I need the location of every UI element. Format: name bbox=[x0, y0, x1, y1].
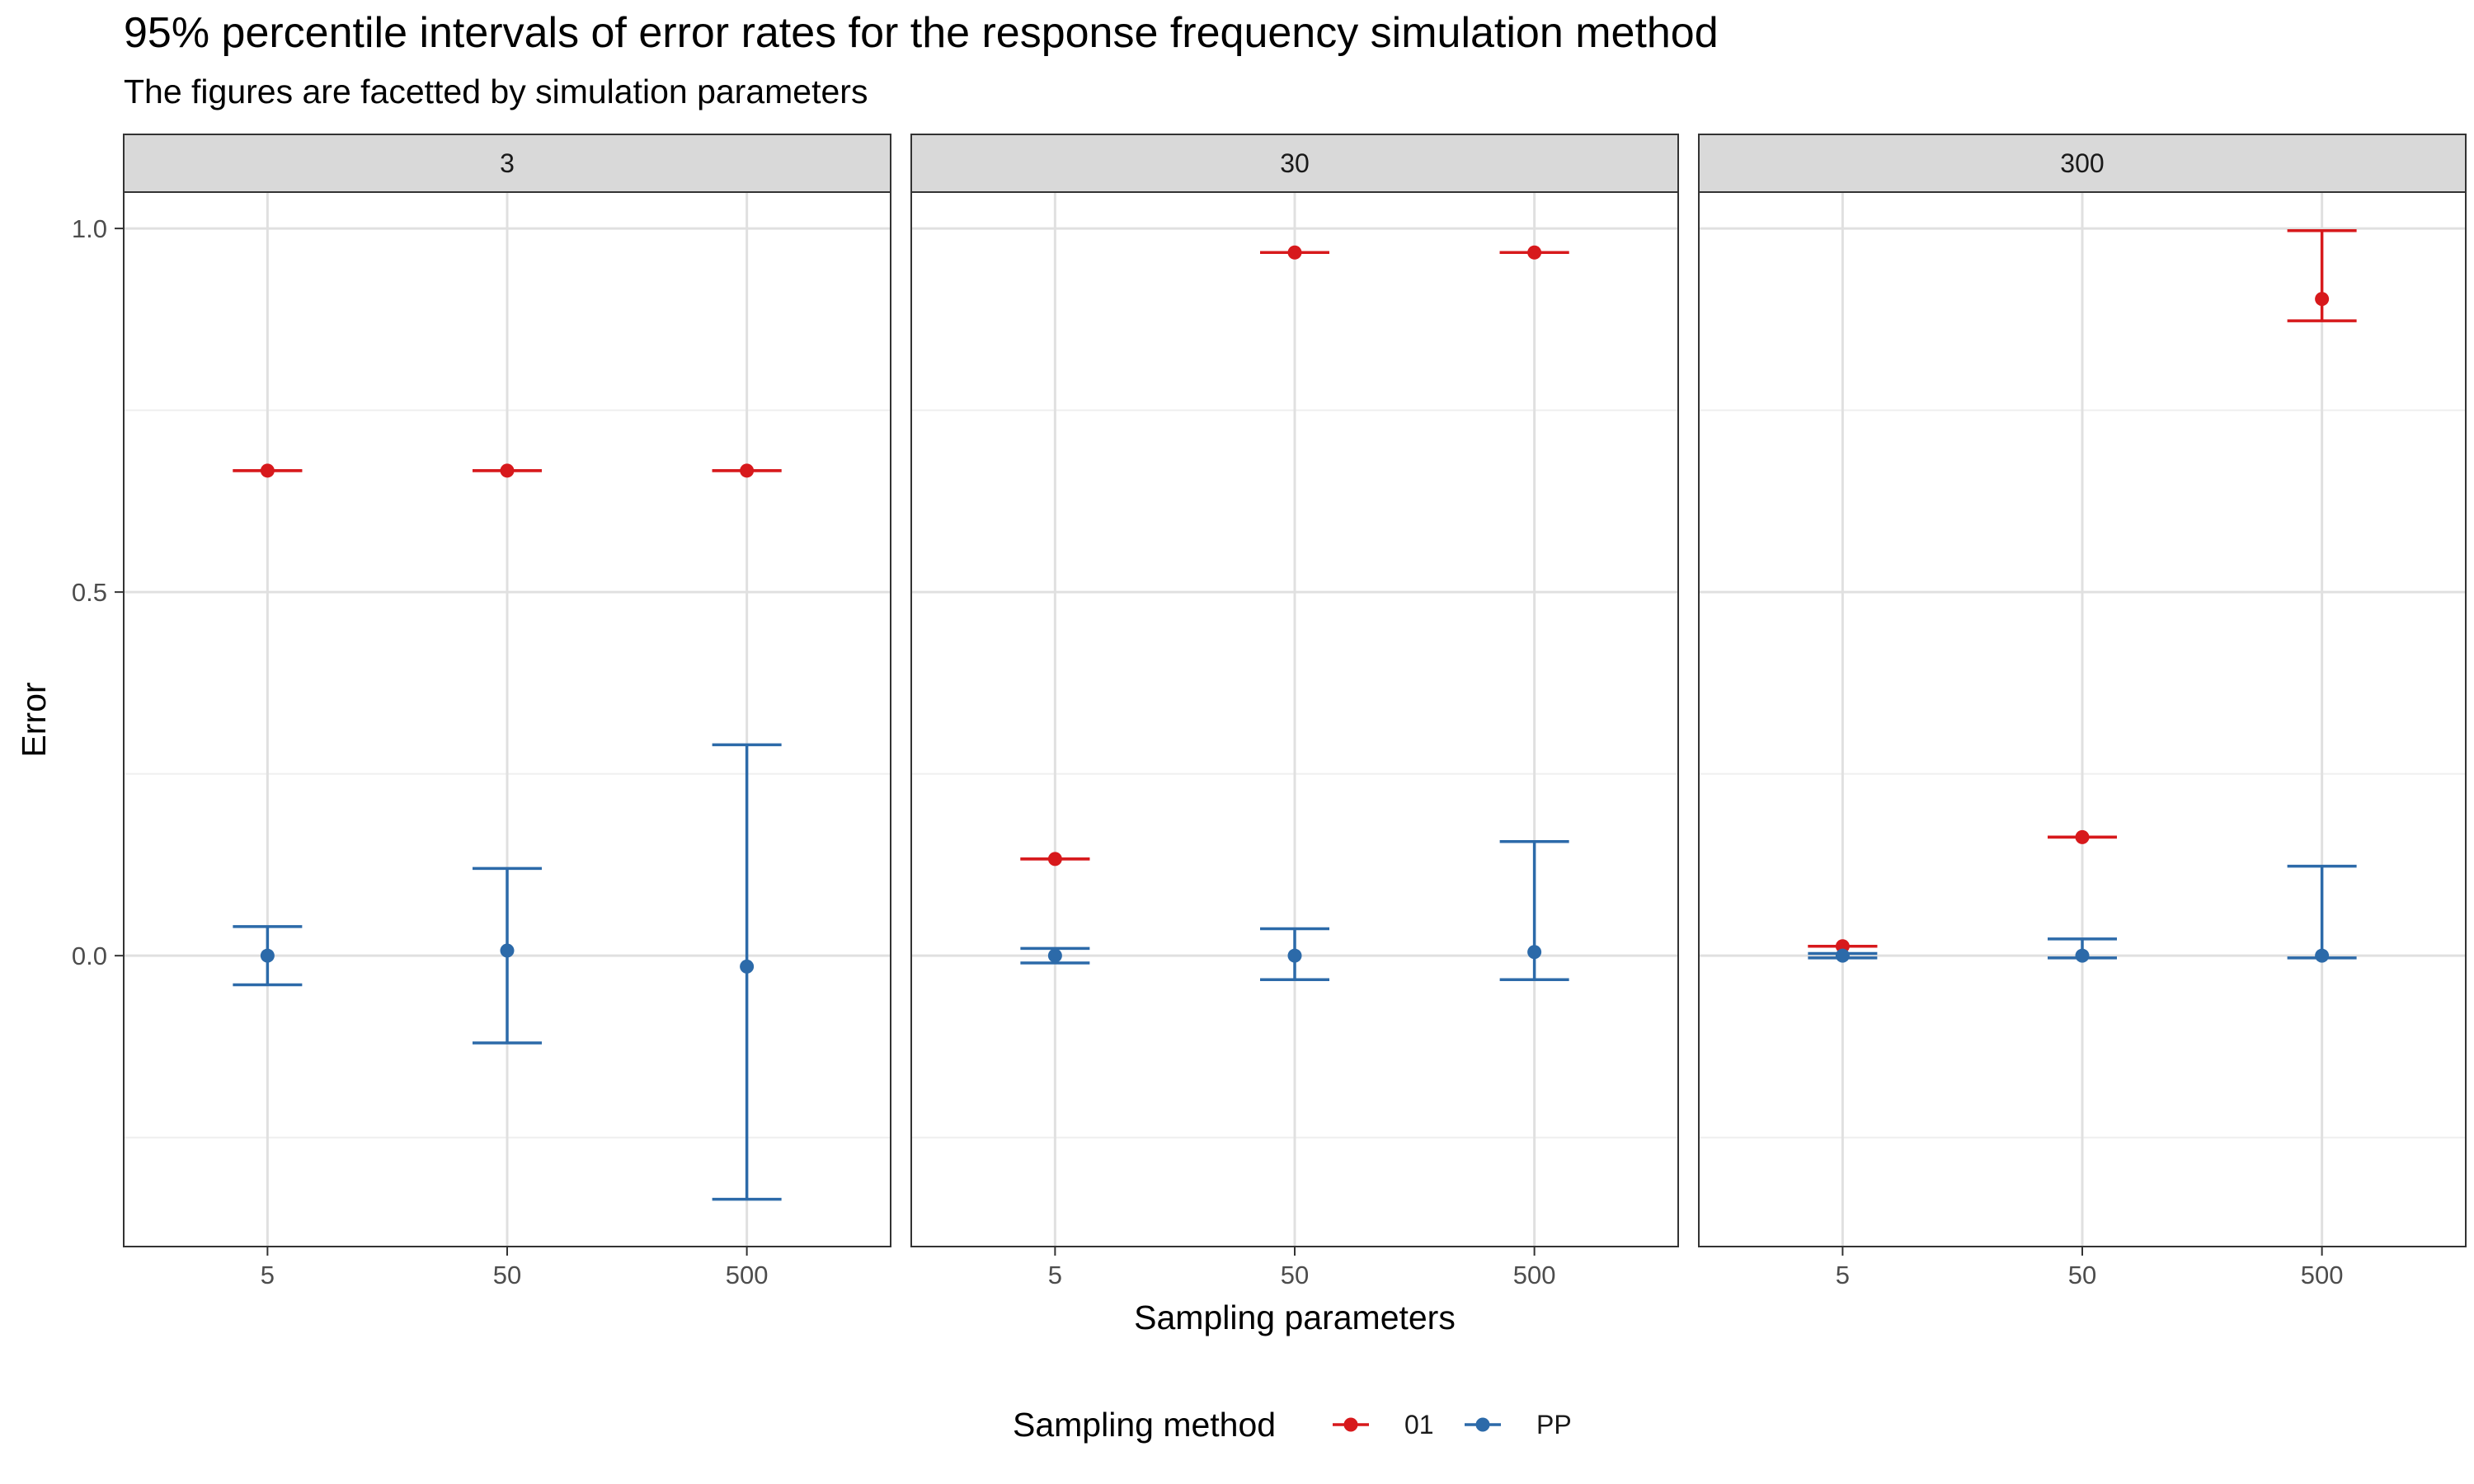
data-point bbox=[260, 948, 275, 963]
data-point bbox=[500, 943, 515, 958]
legend-label: PP bbox=[1536, 1410, 1572, 1439]
legend-title: Sampling method bbox=[1013, 1406, 1276, 1444]
chart-title: 95% percentile intervals of error rates … bbox=[124, 9, 1719, 57]
x-axis-title: Sampling parameters bbox=[1134, 1298, 1456, 1336]
x-tick-label: 5 bbox=[261, 1261, 275, 1289]
data-point bbox=[1527, 945, 1542, 960]
y-axis-title: Error bbox=[15, 682, 53, 757]
data-point bbox=[1527, 245, 1542, 260]
legend-key-point bbox=[1475, 1417, 1490, 1432]
data-point bbox=[1047, 852, 1062, 866]
data-point bbox=[2075, 948, 2090, 963]
x-tick-label: 5 bbox=[1048, 1261, 1062, 1289]
data-point bbox=[1047, 948, 1062, 963]
facet-strip-label: 3 bbox=[500, 148, 515, 178]
x-tick-label: 500 bbox=[1513, 1261, 1556, 1289]
data-point bbox=[2075, 829, 2090, 844]
y-tick-label: 0.0 bbox=[72, 942, 107, 970]
x-tick-label: 5 bbox=[1836, 1261, 1850, 1289]
x-tick-label: 50 bbox=[493, 1261, 521, 1289]
y-tick-label: 0.5 bbox=[72, 578, 107, 607]
legend-key-point bbox=[1343, 1417, 1358, 1432]
data-point bbox=[1287, 948, 1302, 963]
x-tick-label: 500 bbox=[2301, 1261, 2344, 1289]
data-point bbox=[740, 463, 755, 478]
x-tick-label: 50 bbox=[1281, 1261, 1309, 1289]
data-point bbox=[2315, 292, 2330, 307]
facet-strip bbox=[1698, 134, 2467, 193]
data-point bbox=[1835, 948, 1850, 963]
y-tick-label: 1.0 bbox=[72, 214, 107, 243]
facet-strip-label: 300 bbox=[2060, 148, 2104, 178]
facet-strip-label: 30 bbox=[1280, 148, 1310, 178]
x-tick-label: 500 bbox=[726, 1261, 769, 1289]
data-point bbox=[1287, 245, 1302, 260]
chart-subtitle: The figures are facetted by simulation p… bbox=[124, 73, 868, 110]
data-point bbox=[260, 463, 275, 478]
legend-label: 01 bbox=[1404, 1410, 1434, 1439]
data-point bbox=[500, 463, 515, 478]
x-tick-label: 50 bbox=[2068, 1261, 2096, 1289]
data-point bbox=[2315, 948, 2330, 963]
data-point bbox=[740, 959, 755, 974]
